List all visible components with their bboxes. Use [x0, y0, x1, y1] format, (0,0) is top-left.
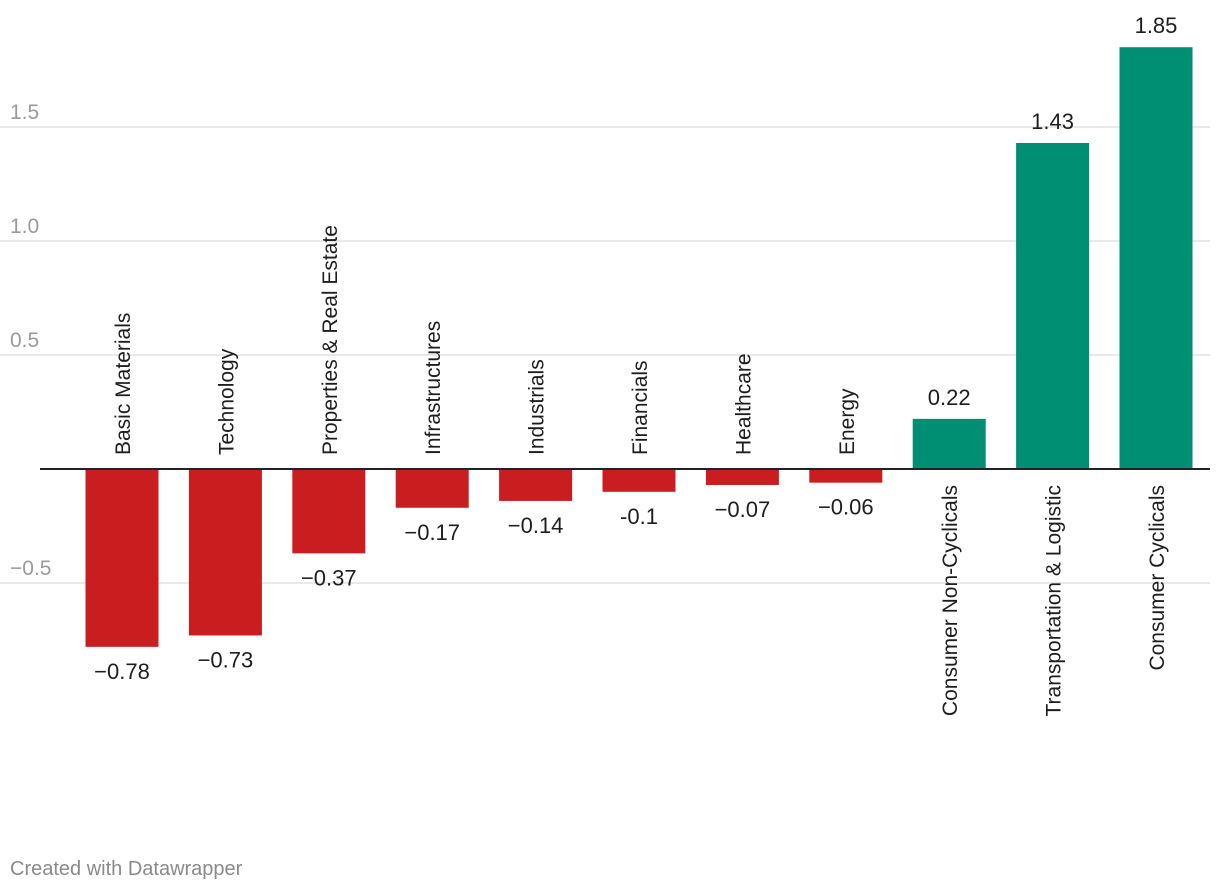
bar-chart: 1.5 1.0 0.5 −0.5 −0.78 Basic Materials −0.73 T…	[0, 13, 1210, 717]
data-label: −0.17	[404, 520, 460, 545]
bar	[809, 469, 883, 483]
category-label: Infrastructures	[422, 321, 445, 455]
bar	[188, 469, 262, 636]
data-label: 1.85	[1135, 13, 1178, 38]
category-label: Consumer Non-Cyclicals	[939, 485, 962, 716]
y-tick-label: 0.5	[10, 329, 39, 352]
bar	[292, 469, 366, 554]
category-label: Energy	[836, 388, 859, 455]
data-label: 1.43	[1031, 109, 1074, 134]
data-label: 0.22	[928, 385, 971, 410]
data-label: −0.14	[508, 513, 564, 538]
category-label: Healthcare	[732, 353, 755, 455]
data-label: −0.78	[94, 659, 150, 684]
bar	[85, 469, 159, 647]
bar	[395, 469, 469, 508]
bars	[85, 47, 1193, 647]
category-label: Properties & Real Estate	[319, 225, 342, 455]
data-label: −0.73	[198, 647, 254, 672]
gridlines: 1.5 1.0 0.5 −0.5	[0, 101, 1210, 584]
y-tick-label: 1.0	[10, 215, 39, 238]
bar	[499, 469, 573, 501]
category-label: Financials	[629, 360, 652, 455]
bar	[1119, 47, 1193, 469]
y-tick-label: −0.5	[10, 557, 51, 580]
bar	[912, 418, 986, 469]
bar	[705, 469, 779, 485]
data-label: −0.07	[715, 497, 771, 522]
bar	[602, 469, 676, 492]
data-label: −0.37	[301, 565, 357, 590]
bar	[1016, 142, 1090, 469]
credit-text: Created with Datawrapper	[10, 858, 243, 880]
category-label: Transportation & Logistic	[1043, 485, 1066, 717]
category-label: Industrials	[526, 359, 549, 455]
category-label: Basic Materials	[112, 313, 135, 455]
y-tick-label: 1.5	[10, 101, 39, 124]
data-label: -0.1	[620, 504, 658, 529]
category-label: Technology	[215, 348, 238, 455]
labels: −0.78 Basic Materials −0.73 Technology −0.37…	[94, 13, 1177, 716]
category-label: Consumer Cyclicals	[1146, 485, 1169, 671]
data-label: −0.06	[818, 495, 874, 520]
